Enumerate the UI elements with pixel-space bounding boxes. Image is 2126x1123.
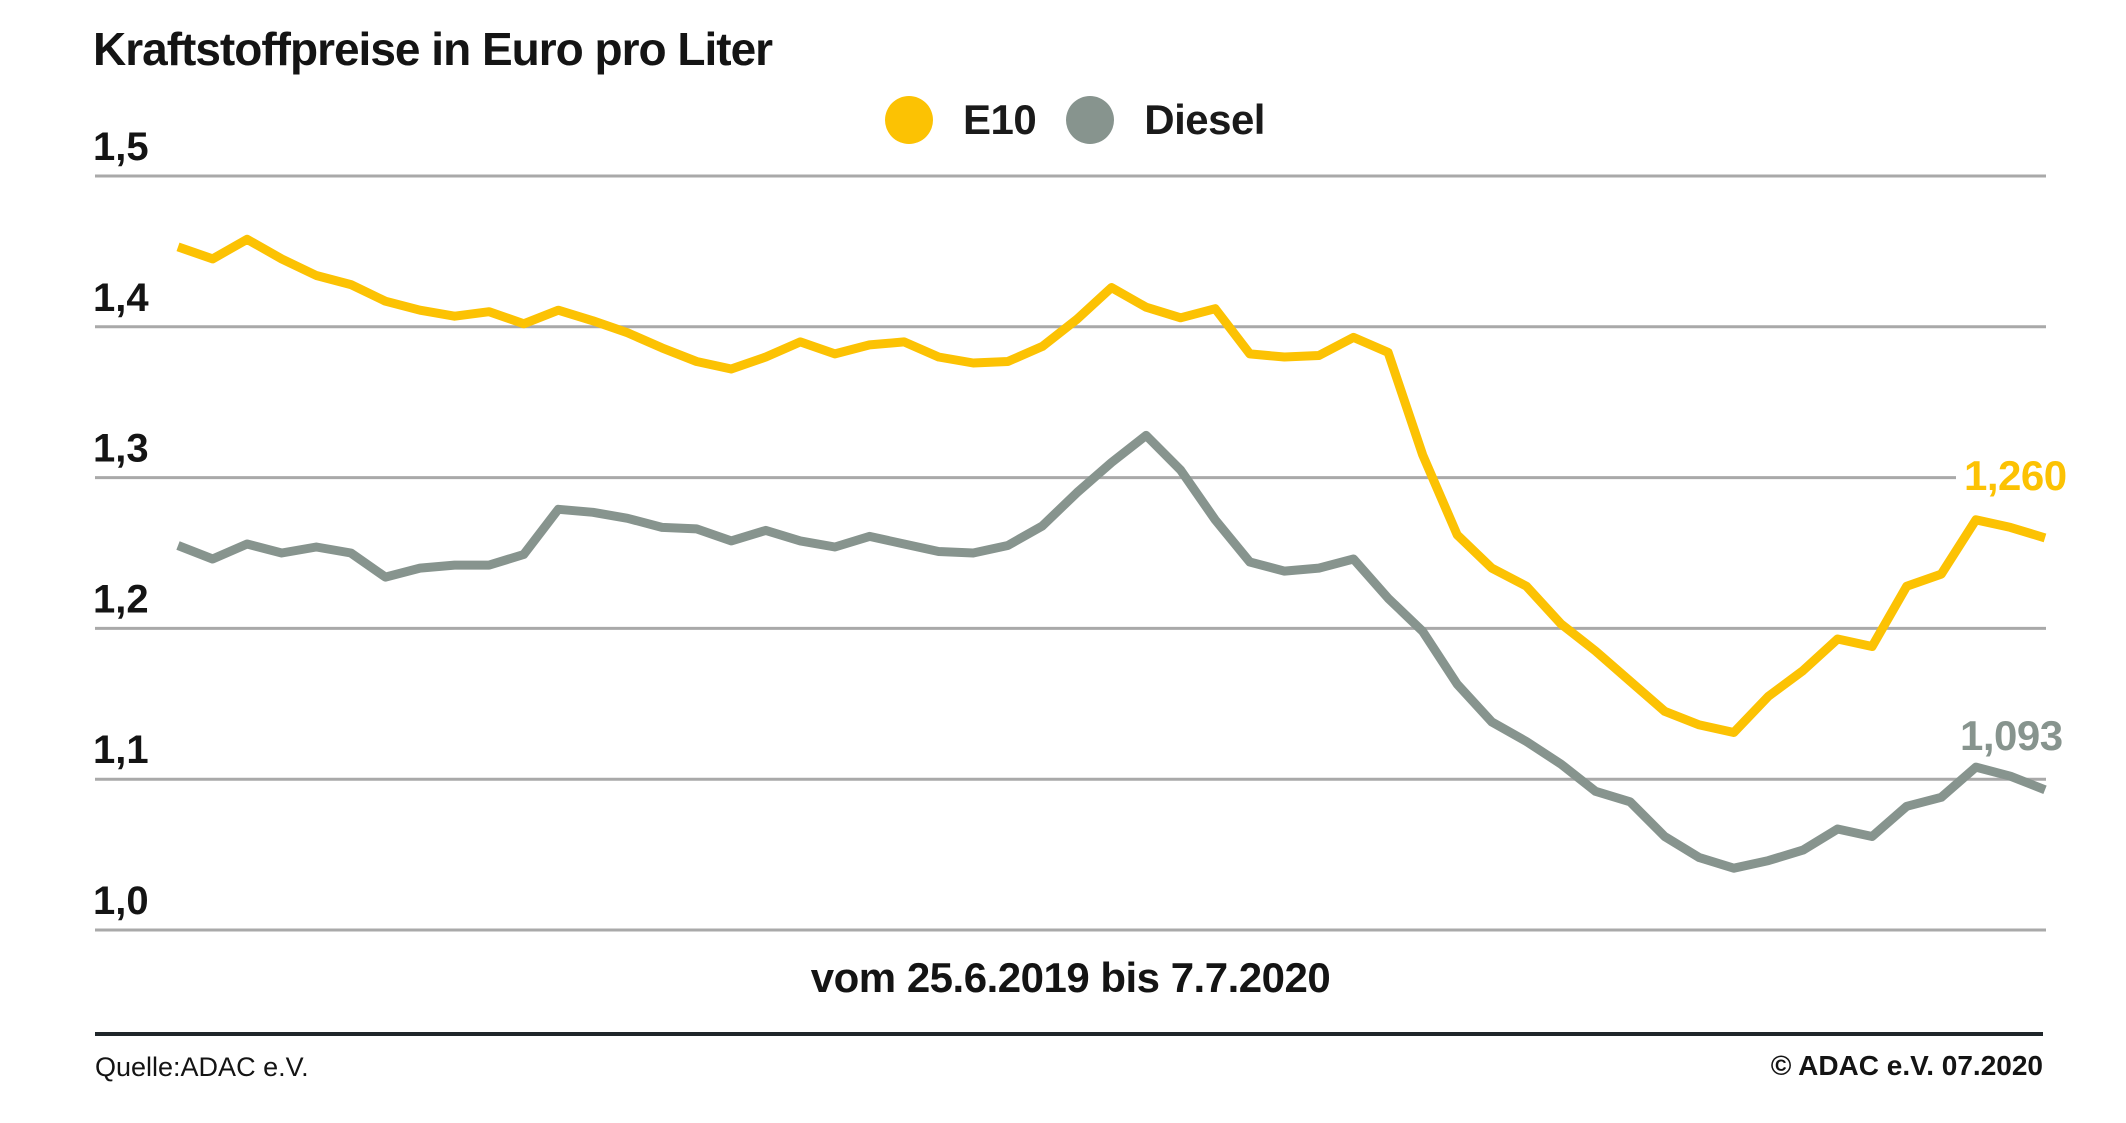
e10-dot-icon — [885, 96, 933, 144]
diesel-end-value-label: 1,093 — [1960, 712, 2063, 759]
source-note: Quelle:ADAC e.V. — [95, 1052, 309, 1082]
copyright-note: © ADAC e.V. 07.2020 — [1770, 1050, 2043, 1081]
legend-item-e10: E10 — [885, 96, 1037, 144]
y-axis-tick-label: 1,3 — [93, 427, 149, 471]
diesel-dot-icon — [1066, 96, 1115, 144]
date-range-label: vom 25.6.2019 bis 7.7.2020 — [810, 954, 1331, 1001]
y-axis-tick-label: 1,0 — [93, 879, 149, 923]
y-axis-tick-label: 1,5 — [93, 125, 149, 169]
y-axis-tick-label: 1,1 — [93, 728, 149, 772]
series-line-e10 — [176, 234, 2047, 737]
legend: E10 Diesel — [885, 96, 1265, 144]
y-axis-tick-label: 1,4 — [93, 276, 149, 320]
e10-end-value-label: 1,260 — [1964, 452, 2067, 499]
page-title: Kraftstoffpreise in Euro pro Liter — [93, 23, 773, 75]
y-axis-tick-label: 1,2 — [93, 577, 149, 621]
legend-label-diesel: Diesel — [1144, 96, 1265, 143]
legend-label-e10: E10 — [963, 96, 1037, 143]
footer-divider — [95, 1032, 2043, 1036]
series-line-diesel — [176, 430, 2047, 873]
legend-item-diesel: Diesel — [1066, 96, 1265, 144]
